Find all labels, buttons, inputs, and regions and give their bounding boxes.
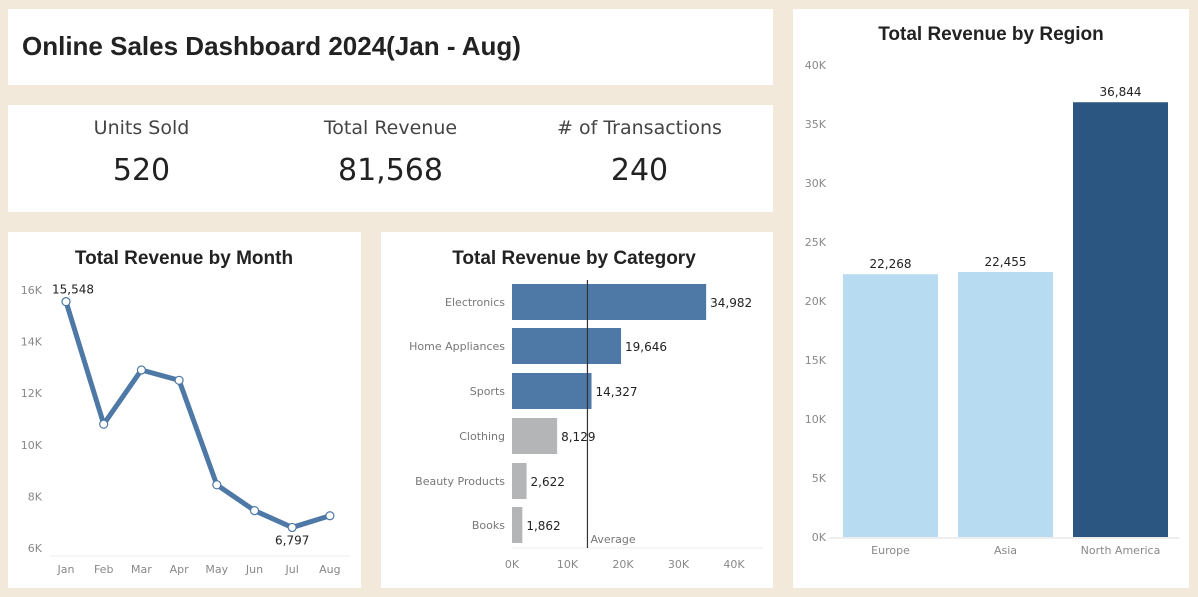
bar-value-label: 14,327 [596,385,638,399]
region-bar-chart: Total Revenue by Region 0K 5K 10K 15K 20K 25K… [805,24,1179,557]
y-tick-label: 25K [805,236,827,249]
x-tick-label: 20K [612,558,634,571]
kpi-label: Units Sold [93,117,190,139]
bar-value-label: 19,646 [625,340,667,354]
x-tick-label: 30K [668,558,690,571]
x-tick-label: Jul [285,563,299,576]
y-tick-label: 40K [805,59,827,72]
x-tick-label: North America [1081,544,1161,557]
dashboard-title: Online Sales Dashboard 2024(Jan - Aug) [22,31,521,61]
kpi-panel: Units Sold 520 Total Revenue 81,568 # of… [8,105,773,212]
data-point [287,522,297,533]
bar-value-label: 34,982 [710,296,752,310]
kpi-value: 240 [610,153,669,188]
data-point [136,365,146,375]
y-tick-label: 6K [28,542,43,555]
y-tick-label: 16K [21,284,43,297]
bar-value-label: 22,455 [985,255,1027,269]
y-tick-label: 35K [805,118,827,131]
month-chart-panel: Total Revenue by Month 6K 8K 10K 12K 14K 16K J… [8,232,361,588]
data-point [61,297,71,307]
y-tick-label: 20K [805,295,827,308]
kpi-label: Total Revenue [323,117,458,139]
data-point [325,511,335,521]
data-label: 15,548 [52,283,94,297]
category-bar [512,463,527,499]
category-label: Clothing [459,430,505,443]
category-bar [512,418,558,454]
category-bar-chart: Total Revenue by Category 0K 10K 20K 30K 40K… [409,248,763,571]
category-label: Beauty Products [415,475,505,488]
x-tick-label: Mar [131,563,152,576]
y-tick-label: 14K [21,336,43,349]
category-bar [512,507,523,543]
x-tick-label: Europe [871,544,910,557]
y-tick-label: 15K [805,354,827,367]
x-tick-label: Apr [170,563,190,576]
category-bar [512,284,707,320]
y-tick-label: 8K [28,490,43,503]
bar-value-label: 22,268 [870,257,912,271]
kpi-value: 81,568 [338,153,443,188]
x-tick-label: Aug [319,563,340,576]
title-panel: Online Sales Dashboard 2024(Jan - Aug) [8,9,773,85]
data-point [99,419,109,429]
region-chart-panel: Total Revenue by Region 0K 5K 10K 15K 20K 25K… [793,9,1189,588]
data-point [212,480,222,490]
month-chart-title: Total Revenue by Month [75,248,293,269]
bar-value-label: 36,844 [1100,85,1142,99]
category-bar [512,328,622,364]
category-chart-title: Total Revenue by Category [452,248,696,269]
region-bar [1073,102,1168,538]
data-label: 6,797 [275,533,309,547]
category-bar [512,373,592,409]
bar-value-label: 1,862 [526,519,560,533]
bar-value-label: 8,129 [561,430,595,444]
x-tick-label: 40K [723,558,745,571]
category-label: Sports [470,385,506,398]
y-tick-label: 10K [21,439,43,452]
x-tick-label: Asia [994,544,1017,557]
region-bar [958,272,1053,537]
x-tick-label: 10K [557,558,579,571]
bar-value-label: 2,622 [531,475,565,489]
month-line-chart: Total Revenue by Month 6K 8K 10K 12K 14K 16K J… [21,248,350,576]
region-bar [843,274,938,537]
revenue-line [63,299,333,530]
x-tick-label: Jan [57,563,75,576]
category-label: Home Appliances [409,340,505,353]
kpi-value: 520 [112,153,171,188]
x-tick-label: May [205,563,228,576]
y-tick-label: 12K [21,387,43,400]
x-tick-label: Feb [94,563,113,576]
average-label: Average [590,533,635,546]
y-tick-label: 5K [812,472,827,485]
y-tick-label: 30K [805,177,827,190]
category-label: Electronics [445,296,505,309]
y-tick-label: 0K [812,531,827,544]
category-chart-panel: Total Revenue by Category 0K 10K 20K 30K 40K… [381,232,773,588]
data-point [249,505,260,516]
x-tick-label: Jun [245,563,263,576]
y-tick-label: 10K [805,413,827,426]
x-tick-label: 0K [505,558,520,571]
category-label: Books [472,519,505,532]
kpi-label: # of Transactions [557,117,722,139]
region-chart-title: Total Revenue by Region [878,24,1104,45]
data-point [174,375,184,385]
